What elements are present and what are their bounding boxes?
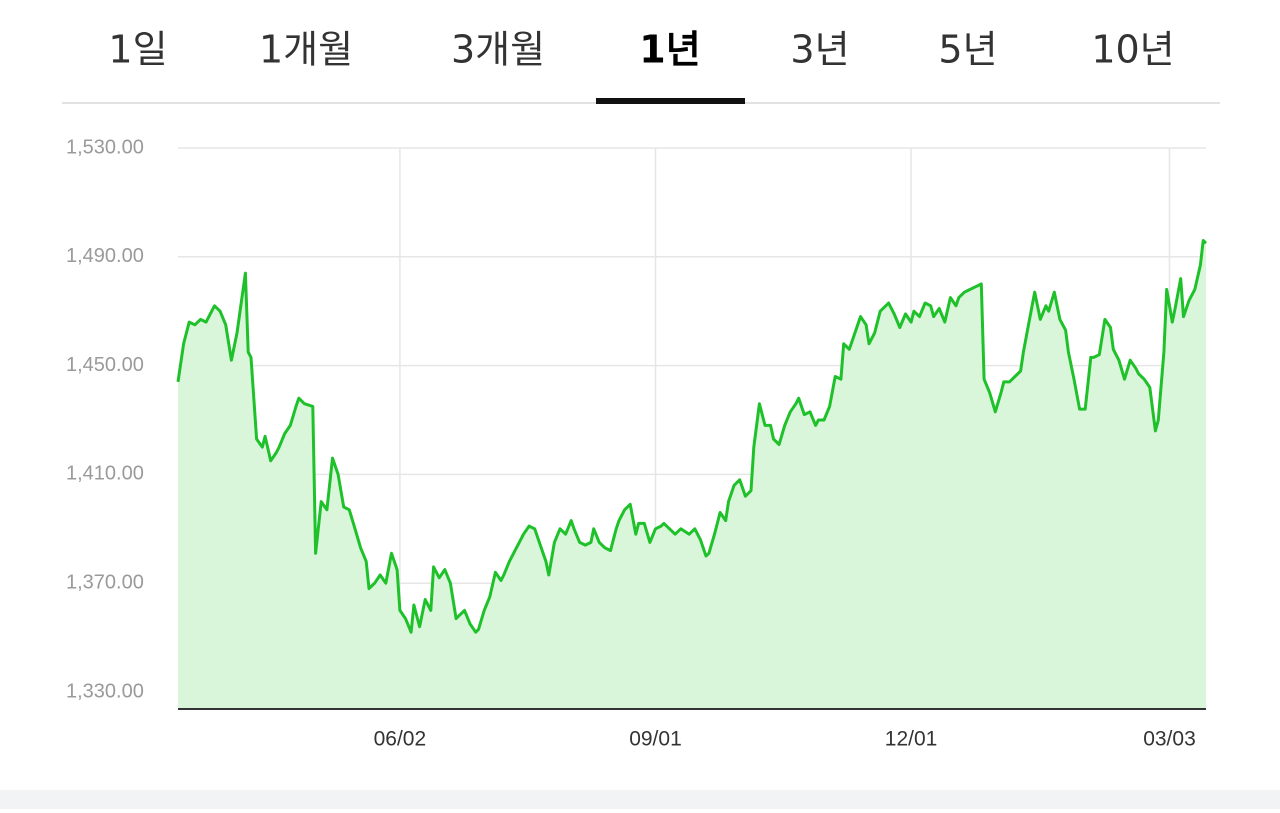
y-tick-label: 1,450.00 [66,354,144,376]
price-line [176,239,1208,634]
x-tick-label: 06/02 [374,728,427,751]
x-tick-label: 12/01 [885,728,938,751]
tab[interactable]: 10년 [1091,28,1174,72]
tab[interactable]: 1개월 [259,28,353,72]
y-tick-label: 1,330.00 [66,680,144,702]
bottom-strip [0,790,1280,809]
area [178,240,1206,709]
tab[interactable]: 3개월 [451,28,545,72]
y-tick-label: 1,490.00 [66,245,144,267]
tab[interactable]: 3년 [790,28,849,72]
x-tick-label: 03/03 [1143,728,1196,751]
y-tick-label: 1,410.00 [66,463,144,485]
tab-underline [596,98,745,104]
y-tick-label: 1,530.00 [66,136,144,158]
tab[interactable]: 5년 [938,28,997,72]
tab[interactable]: 1일 [108,28,167,72]
y-tick-label: 1,370.00 [66,571,144,593]
tab[interactable]: 1년 [639,28,700,72]
x-tick-label: 09/01 [629,728,682,751]
